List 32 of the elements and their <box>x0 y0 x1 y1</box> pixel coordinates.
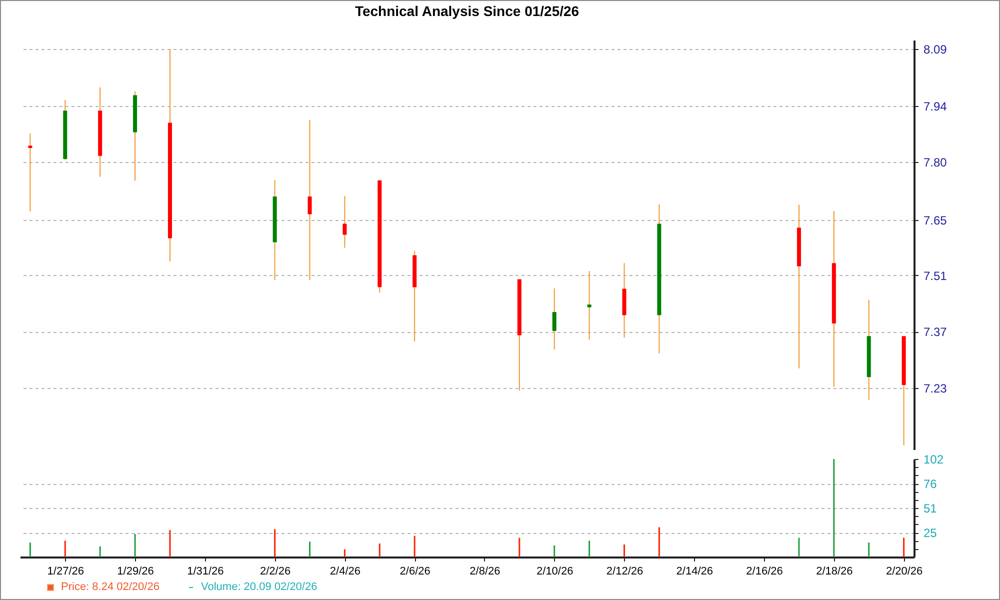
y-tick-label: 7.65 <box>924 213 948 228</box>
x-tick-label: 1/29/26 <box>117 566 154 578</box>
x-tick-label: 2/14/26 <box>676 566 713 578</box>
candlestick <box>28 132 32 212</box>
y-tick-label: 102 <box>924 452 944 466</box>
y-tick-label: 7.37 <box>924 325 948 340</box>
y-tick-label: 51 <box>924 502 938 516</box>
x-tick-label: 2/18/26 <box>816 566 853 578</box>
y-tick-label: 25 <box>924 526 938 540</box>
x-tick-label: 2/6/26 <box>400 566 430 578</box>
x-tick-label: 2/16/26 <box>746 566 783 578</box>
y-tick-label: 7.51 <box>924 268 948 283</box>
y-tick-label: 7.80 <box>924 156 948 170</box>
x-tick-label: 2/12/26 <box>606 566 644 578</box>
x-tick-label: 2/8/26 <box>470 566 500 578</box>
y-tick-label: 8.09 <box>924 42 948 57</box>
candlestick <box>308 120 312 281</box>
text: Volume: 20.09 02/20/26 <box>201 580 318 594</box>
candlestick <box>342 196 347 248</box>
x-tick-label: 2/10/26 <box>536 566 574 578</box>
x-tick-label: 2/20/26 <box>886 566 923 578</box>
y-tick-label: 7.23 <box>924 382 948 396</box>
text: Price: 8.24 02/20/26 <box>61 580 160 594</box>
chart-title: Technical Analysis Since 01/25/26 <box>354 3 580 19</box>
candlestick <box>587 270 592 340</box>
candlestick <box>552 288 556 350</box>
x-tick-label: 2/4/26 <box>330 566 360 578</box>
y-tick-label: 76 <box>924 477 938 491</box>
y-tick-label: 7.94 <box>924 99 948 114</box>
x-tick-label: 2/2/26 <box>260 566 291 578</box>
x-tick-label: 1/31/26 <box>187 566 224 578</box>
x-tick-label: 1/27/26 <box>47 566 84 578</box>
